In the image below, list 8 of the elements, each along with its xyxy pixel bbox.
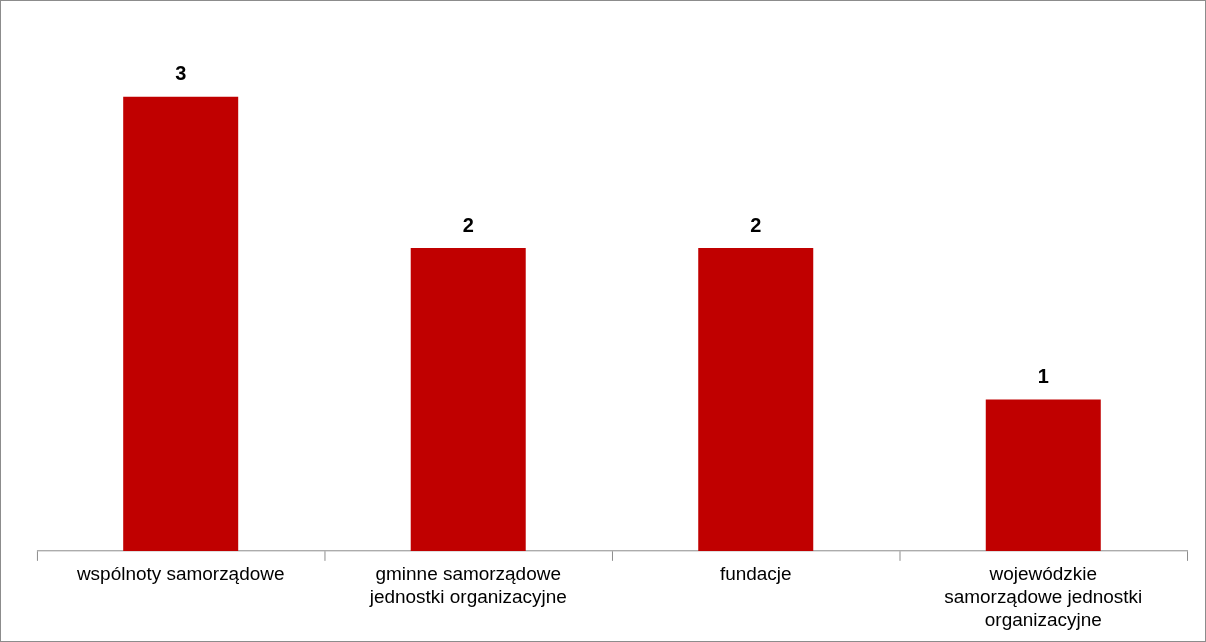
x-tick-label: wspólnoty samorządowe: [75, 563, 285, 585]
x-tick-label: gminne samorządowe jednostki organizacyjne: [368, 563, 567, 608]
data-label: 2: [750, 213, 762, 236]
data-label: 3: [175, 62, 187, 85]
x-tick-label: wojewódzkie samorządowe jednostki organizacyjne: [944, 563, 1143, 630]
x-tick-label: fundacje: [719, 563, 792, 585]
data-label: 1: [1037, 365, 1049, 388]
data-label: 2: [462, 213, 474, 236]
